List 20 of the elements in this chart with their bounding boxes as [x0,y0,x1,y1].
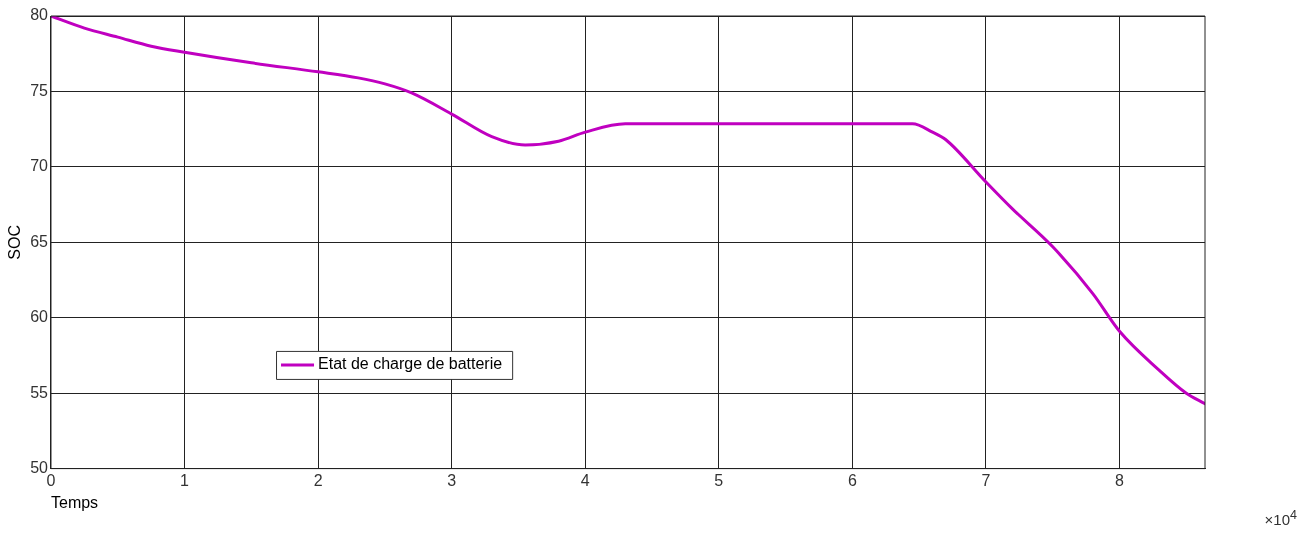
y-tick-label: 65 [30,232,49,250]
x-tick-label: 7 [981,471,991,489]
x-tick-label: 5 [714,471,724,489]
y-tick-label: 55 [30,383,49,401]
y-tick-label: 60 [30,308,49,326]
y-axis-title: SOC [6,224,24,260]
y-tick-label: 80 [30,6,49,24]
x-tick-label: 3 [447,471,457,489]
y-tick-label: 70 [30,157,49,175]
y-tick-label: 75 [30,81,49,99]
x-tick-label: 2 [313,471,323,489]
x-tick-label: 1 [180,471,190,489]
x-tick-label: 0 [46,471,56,489]
legend-label: Etat de charge de batterie [318,355,503,373]
x-tick-label: 6 [847,471,857,489]
x-axis-title: Temps [51,493,99,511]
text: ×10$^{4}$ [1264,508,1297,528]
x-tick-label: 4 [580,471,590,489]
line-series [51,16,1205,406]
x-tick-label: 8 [1115,471,1125,489]
